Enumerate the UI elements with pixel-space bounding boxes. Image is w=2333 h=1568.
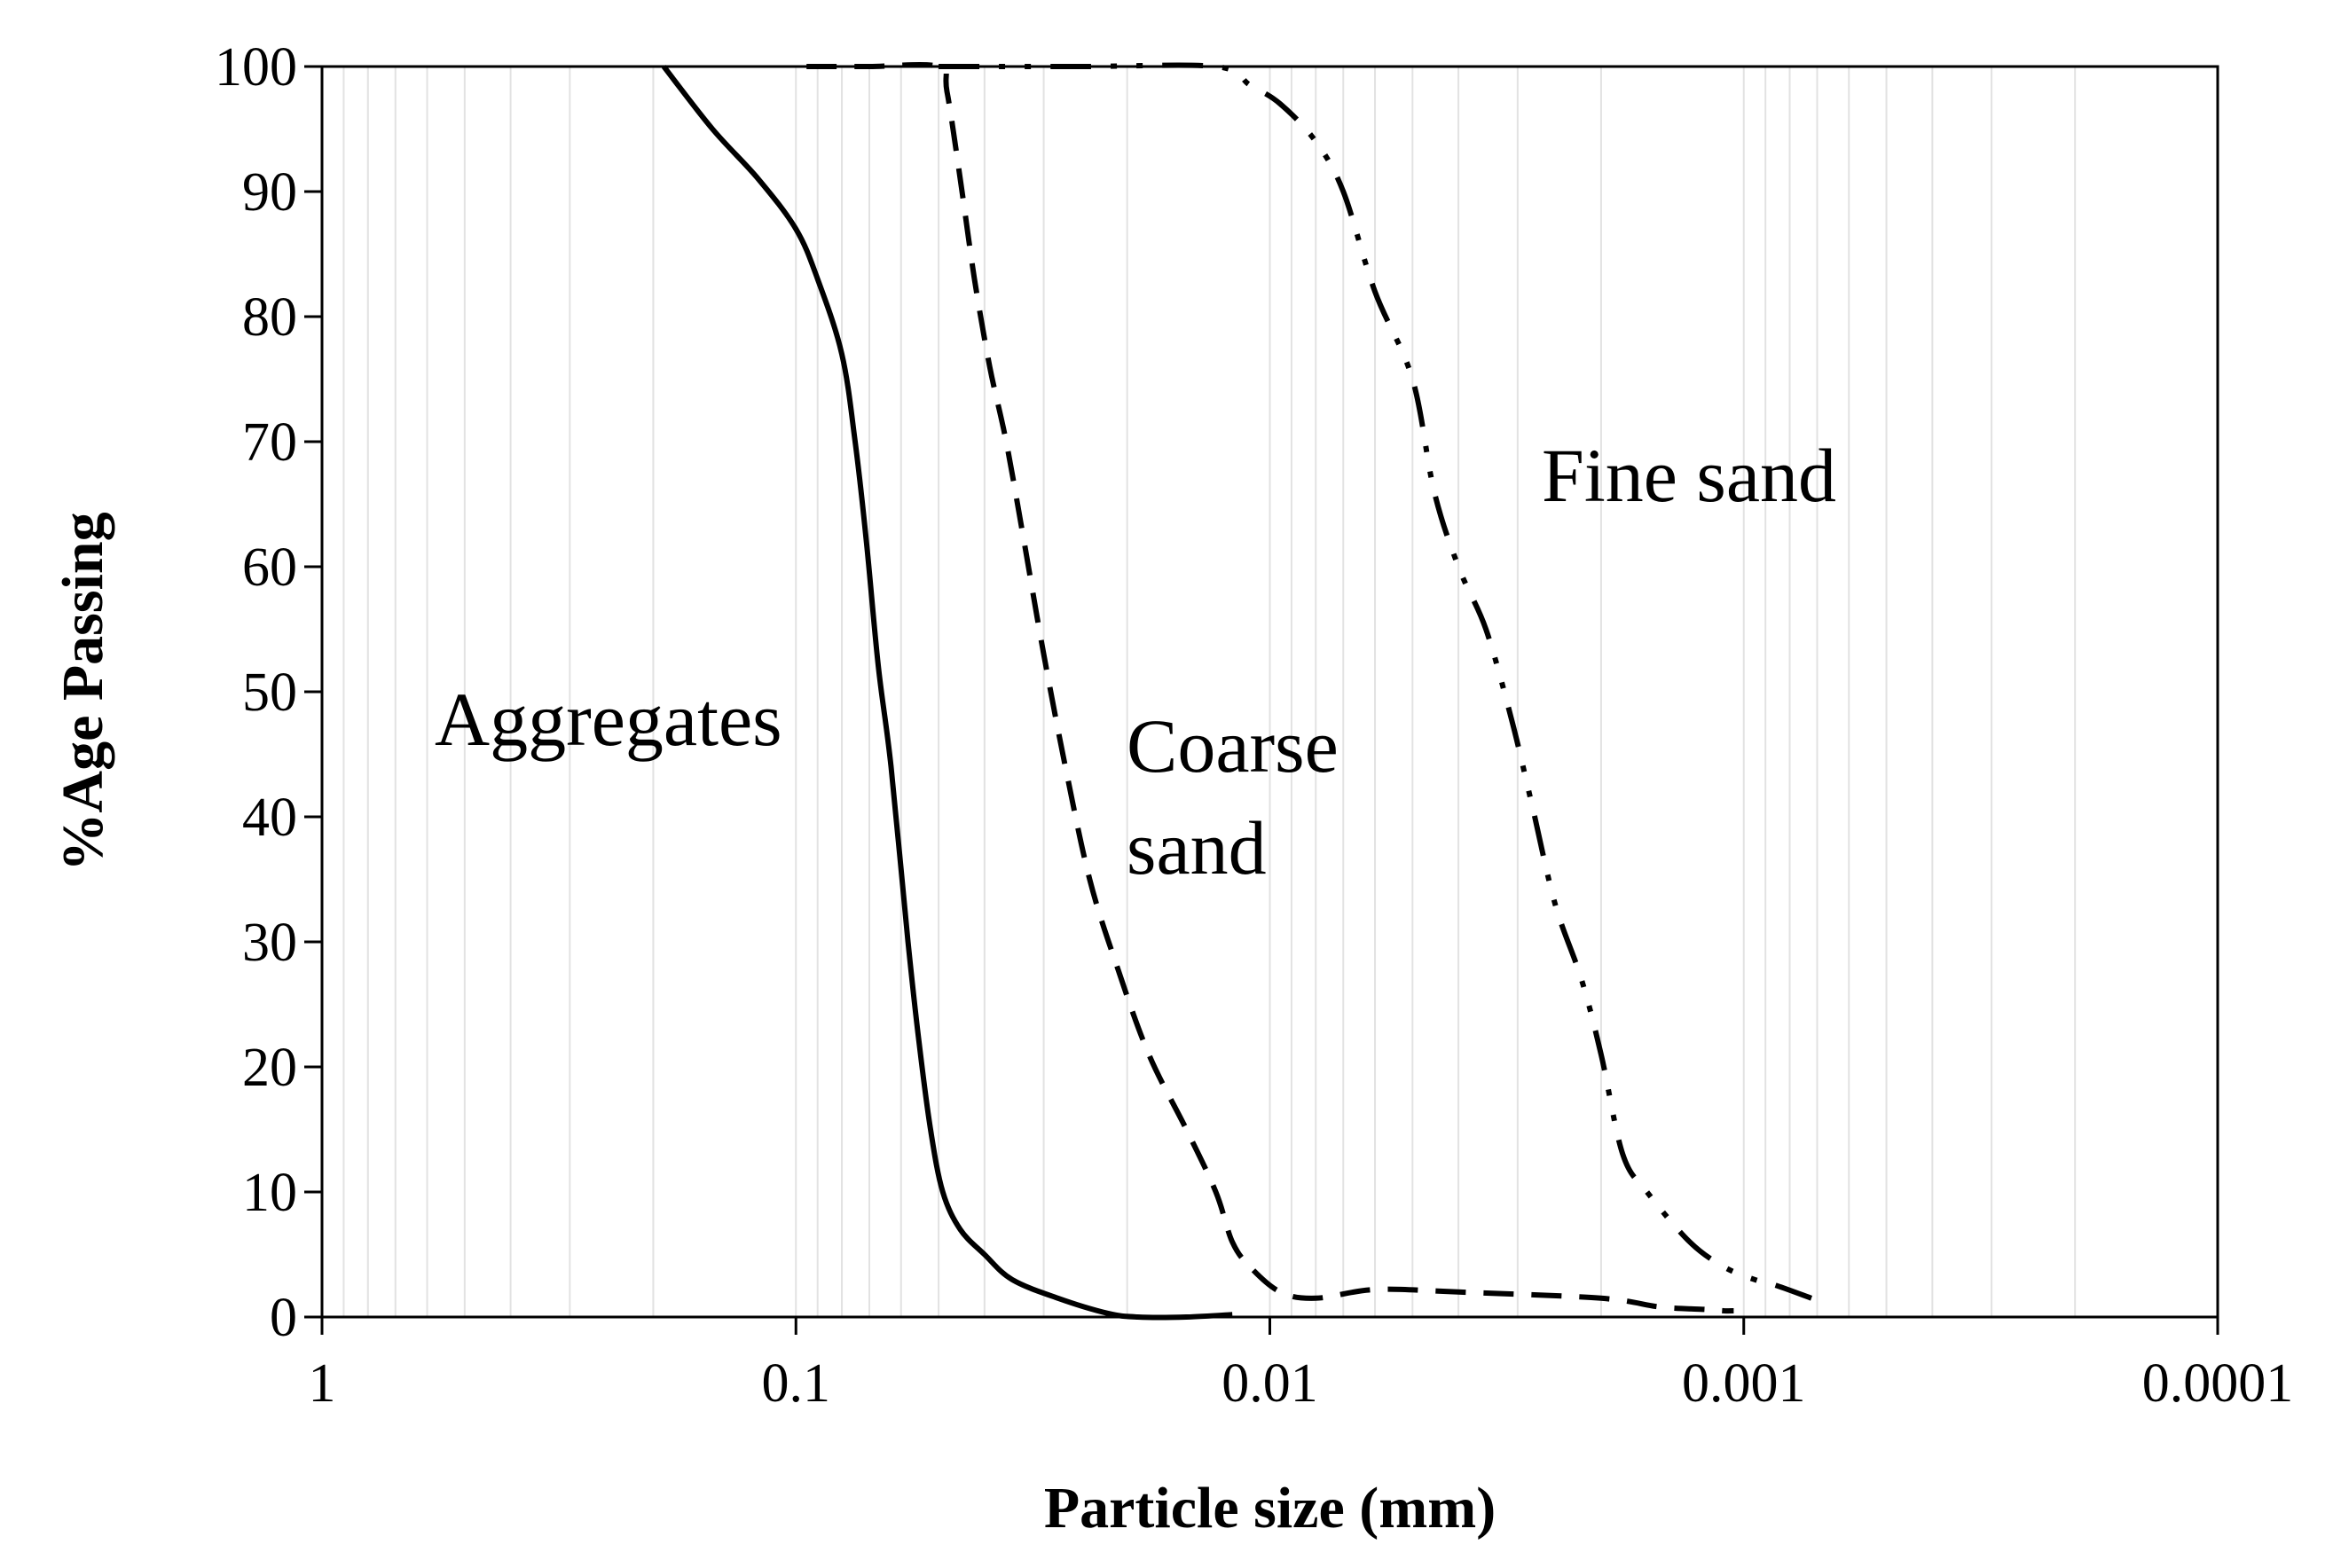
series-line-0 bbox=[661, 65, 1233, 1321]
x-tick-label: 0.01 bbox=[1221, 1353, 1318, 1414]
series-layer bbox=[661, 61, 1813, 1321]
annotation-fine-sand: Fine sand bbox=[1542, 433, 1836, 518]
y-tick-label: 60 bbox=[242, 537, 297, 598]
x-tick-label: 1 bbox=[309, 1353, 336, 1414]
y-axis-title: %Age Passing bbox=[51, 512, 115, 871]
vertical-grid bbox=[342, 67, 2077, 1317]
annotation-aggregates: Aggregates bbox=[435, 677, 782, 762]
y-tick-label: 30 bbox=[242, 913, 297, 973]
axes bbox=[304, 65, 2219, 1335]
annotation-sand: sand bbox=[1127, 805, 1267, 890]
y-tick-label: 10 bbox=[242, 1163, 297, 1223]
y-tick-label: 20 bbox=[242, 1038, 297, 1098]
y-tick-label: 0 bbox=[270, 1288, 297, 1348]
y-tick-label: 50 bbox=[242, 662, 297, 723]
y-tick-label: 100 bbox=[215, 37, 297, 98]
y-tick-label: 80 bbox=[242, 287, 297, 348]
y-tick-label: 40 bbox=[242, 788, 297, 848]
x-tick-label: 0.001 bbox=[1682, 1353, 1806, 1414]
y-tick-label: 90 bbox=[242, 162, 297, 223]
tick-labels: 1 0.1 0.01 0.001 0.0001 0 10 20 30 40 50 60 70 80 90 10… bbox=[215, 37, 2293, 1414]
x-tick-label: 0.0001 bbox=[2142, 1353, 2294, 1414]
annotation-coarse: Coarse bbox=[1127, 703, 1339, 788]
series-line-1 bbox=[806, 61, 1734, 1314]
x-tick-label: 0.1 bbox=[762, 1353, 831, 1414]
y-tick-label: 70 bbox=[242, 412, 297, 473]
x-axis-title: Particle size (mm) bbox=[1044, 1476, 1496, 1541]
series-line-2 bbox=[939, 62, 1813, 1301]
